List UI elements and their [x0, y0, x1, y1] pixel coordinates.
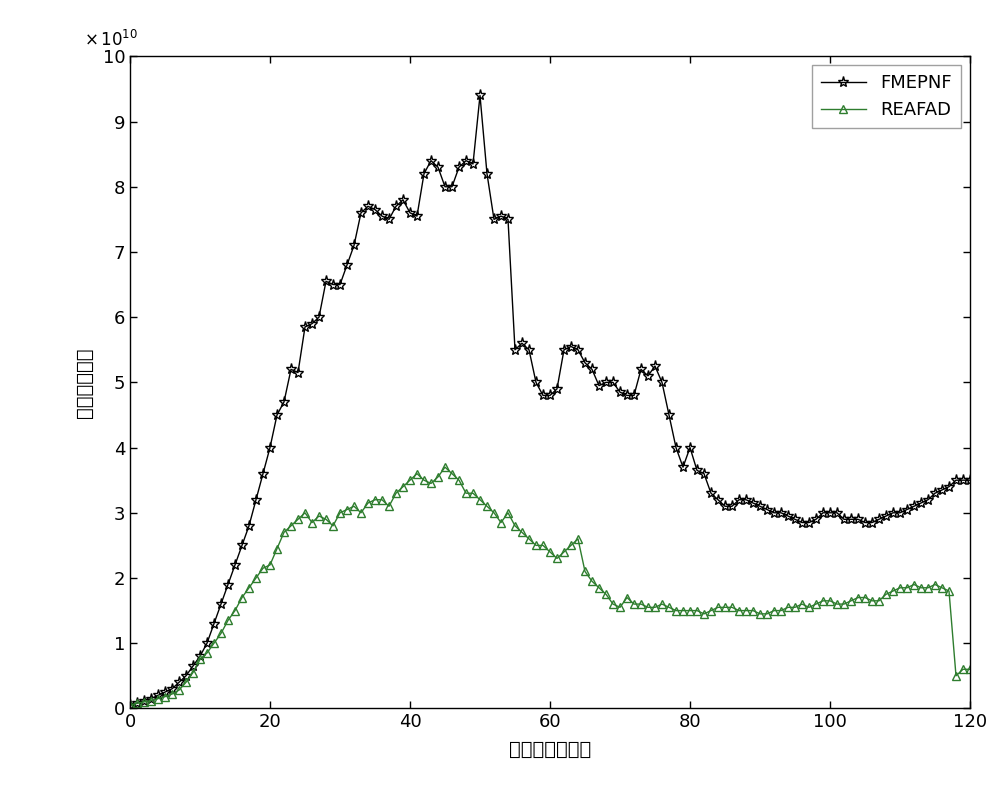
REAFAD — [124, 700, 136, 710]
FMEPNF — [656, 378, 668, 387]
Line: FMEPNF: FMEPNF — [124, 90, 976, 711]
FMEPNF — [488, 215, 500, 225]
REAFAD — [439, 462, 451, 472]
Legend: FMEPNF, REAFAD: FMEPNF, REAFAD — [812, 65, 961, 129]
FMEPNF — [320, 276, 332, 286]
FMEPNF — [915, 498, 927, 508]
FMEPNF — [964, 475, 976, 485]
Y-axis label: 网络能耗方差: 网络能耗方差 — [75, 347, 94, 418]
FMEPNF — [474, 91, 486, 101]
REAFAD — [208, 638, 220, 648]
REAFAD — [698, 609, 710, 619]
REAFAD — [320, 514, 332, 524]
Text: $\times\,10^{10}$: $\times\,10^{10}$ — [84, 30, 138, 50]
REAFAD — [488, 508, 500, 518]
REAFAD — [915, 583, 927, 592]
REAFAD — [964, 664, 976, 674]
Line: REAFAD: REAFAD — [126, 463, 974, 709]
REAFAD — [656, 599, 668, 609]
X-axis label: 迭代次数（次）: 迭代次数（次） — [509, 740, 591, 758]
FMEPNF — [698, 469, 710, 478]
FMEPNF — [208, 619, 220, 629]
FMEPNF — [124, 700, 136, 710]
